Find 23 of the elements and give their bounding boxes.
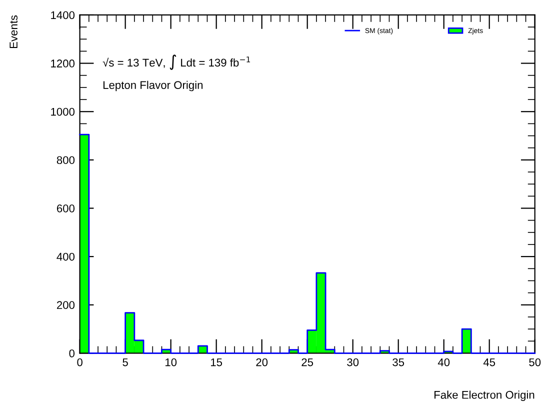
y-tick-label: 600 bbox=[56, 204, 75, 212]
y-tick-label: 800 bbox=[56, 156, 75, 164]
annotation: Lepton Flavor Origin bbox=[103, 80, 203, 92]
x-tick-label: 30 bbox=[347, 358, 359, 366]
y-tick-label: 1200 bbox=[51, 60, 75, 68]
y-tick-label: 400 bbox=[56, 252, 75, 261]
x-tick-label: 0 bbox=[77, 358, 82, 366]
y-tick-label: 1400 bbox=[51, 11, 75, 20]
x-tick-label: 50 bbox=[529, 358, 541, 366]
x-tick-label: 15 bbox=[211, 358, 222, 366]
x-tick-label: 45 bbox=[483, 358, 496, 366]
x-tick-label: 20 bbox=[256, 358, 268, 366]
y-tick-label: 200 bbox=[56, 301, 75, 310]
x-axis-title: Fake Electron Origin bbox=[434, 390, 534, 401]
x-tick-label: 25 bbox=[302, 358, 314, 366]
y-tick-label: 1000 bbox=[51, 108, 75, 116]
y-axis-title: Events bbox=[10, 15, 18, 48]
x-tick-label: 35 bbox=[392, 358, 404, 366]
x-tick-label: 5 bbox=[122, 358, 128, 366]
x-tick-label: 10 bbox=[165, 358, 177, 366]
y-tick-label: 0 bbox=[69, 349, 75, 358]
annotation: √s = 13 TeV, ∫ Ldt = 139 fb$^{−1}$ bbox=[102, 54, 250, 70]
x-tick-label: 40 bbox=[438, 358, 450, 366]
